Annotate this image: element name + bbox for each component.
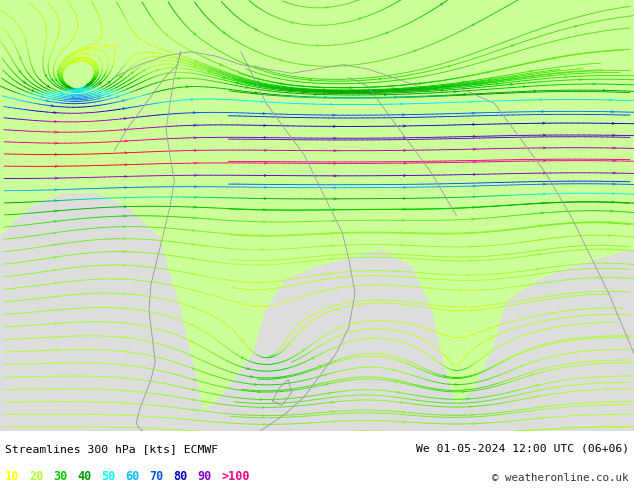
Text: Streamlines 300 hPa [kts] ECMWF: Streamlines 300 hPa [kts] ECMWF	[5, 444, 218, 454]
Text: >100: >100	[222, 470, 250, 483]
Text: 70: 70	[150, 470, 164, 483]
Polygon shape	[178, 250, 456, 431]
Polygon shape	[393, 250, 634, 431]
Text: 90: 90	[198, 470, 212, 483]
Text: 80: 80	[174, 470, 188, 483]
Text: 50: 50	[101, 470, 115, 483]
Text: We 01-05-2024 12:00 UTC (06+06): We 01-05-2024 12:00 UTC (06+06)	[416, 444, 629, 454]
Polygon shape	[0, 194, 203, 431]
Text: © weatheronline.co.uk: © weatheronline.co.uk	[493, 473, 629, 483]
Text: 30: 30	[53, 470, 67, 483]
Text: 10: 10	[5, 470, 19, 483]
Text: 60: 60	[126, 470, 139, 483]
Text: 20: 20	[29, 470, 43, 483]
Text: 40: 40	[77, 470, 91, 483]
